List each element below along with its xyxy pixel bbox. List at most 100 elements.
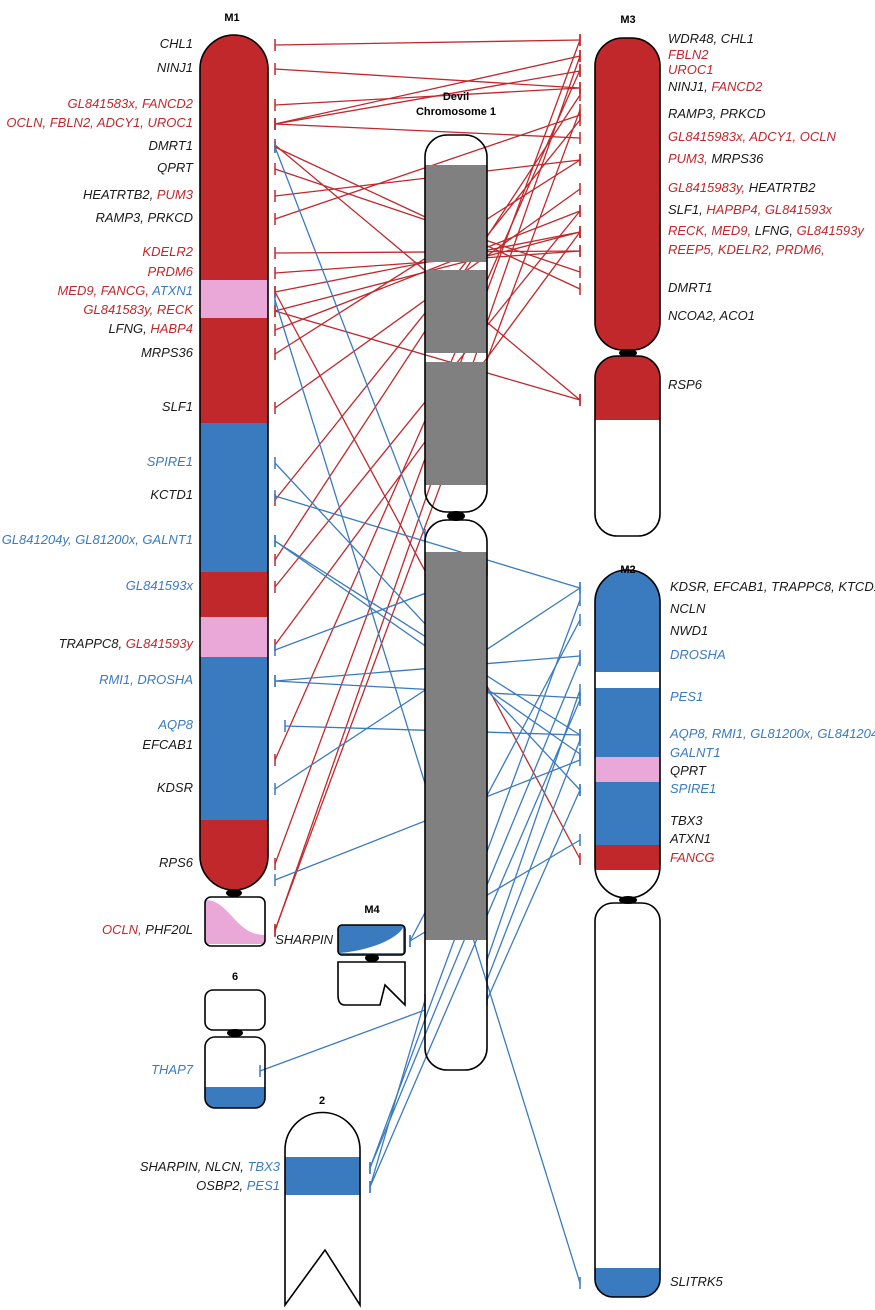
gene-label: RPS6 [159, 855, 194, 870]
gene-name: AQP8 [157, 717, 193, 732]
gene-name: NINJ1, [668, 79, 711, 94]
chromosome-m2 [595, 570, 660, 1297]
gene-label: PRDM6 [147, 264, 193, 279]
gene-name: HEATRTB2 [749, 180, 816, 195]
gene-name: TBX3 [670, 813, 703, 828]
gene-name: PUM3, [668, 151, 711, 166]
gene-name: NCOA2, ACO1 [668, 308, 755, 323]
chromosome-m4 [338, 925, 405, 1005]
gene-label: SHARPIN, NLCN, TBX3 [140, 1159, 281, 1174]
chromosome-title: M4 [364, 904, 380, 916]
gene-label: SPIRE1 [147, 454, 193, 469]
gene-label: GL841204y, GL81200x, GALNT1 [2, 532, 193, 547]
gene-label: UROC1 [668, 62, 714, 77]
gene-name: GL841583x, FANCD2 [68, 96, 194, 111]
gene-label: SHARPIN [275, 932, 333, 947]
gene-label: NINJ1 [157, 60, 193, 75]
gene-name: KDELR2 [142, 244, 193, 259]
gene-name: OCLN, [102, 922, 145, 937]
gene-label: RAMP3, PRKCD [668, 106, 766, 121]
gene-label: OCLN, PHF20L [102, 922, 193, 937]
gene-name: KCTD1 [150, 487, 193, 502]
gene-label: KCTD1 [150, 487, 193, 502]
gene-label: EFCAB1 [142, 737, 193, 752]
gene-name: NINJ1 [157, 60, 193, 75]
gene-name: OCLN, FBLN2, ADCY1, UROC1 [6, 115, 193, 130]
gene-name: RAMP3, PRKCD [668, 106, 766, 121]
gene-name: SHARPIN, NLCN, [140, 1159, 248, 1174]
gene-label: GL8415983x, ADCY1, OCLN [668, 129, 836, 144]
gene-name: KDSR [157, 780, 193, 795]
gene-label: SPIRE1 [670, 781, 716, 796]
gene-label: NCLN [670, 601, 706, 616]
gene-label: FBLN2 [668, 47, 709, 62]
gene-name: CHL1 [160, 36, 193, 51]
gene-label: GL8415983y, HEATRTB2 [668, 180, 816, 195]
gene-label: LFNG, HABP4 [108, 321, 193, 336]
gene-name: HEATRTB2, [83, 187, 157, 202]
gene-label: RAMP3, PRKCD [95, 210, 193, 225]
chromosome-devil-1 [425, 135, 487, 1070]
gene-label: KDSR [157, 780, 193, 795]
connection-line [487, 690, 580, 960]
gene-label: PES1 [670, 689, 703, 704]
gene-label: HEATRTB2, PUM3 [83, 187, 194, 202]
gene-label: GALNT1 [670, 745, 721, 760]
gene-name: RSP6 [668, 377, 703, 392]
gene-name: SLF1, [668, 202, 706, 217]
gene-name: MRPS36 [141, 345, 194, 360]
gene-name: GL8415983y, [668, 180, 749, 195]
gene-label: OSBP2, PES1 [196, 1178, 280, 1193]
gene-name: RECK, MED9, [668, 223, 755, 238]
gene-name: QPRT [157, 160, 194, 175]
gene-name: WDR48, CHL1 [668, 31, 754, 46]
gene-name: NWD1 [670, 623, 708, 638]
gene-name: DMRT1 [148, 138, 193, 153]
gene-name: FANCG [670, 850, 715, 865]
gene-label: DROSHA [670, 647, 726, 662]
gene-name: ATXN1 [151, 283, 193, 298]
chromosome-title: M1 [224, 12, 239, 24]
gene-label: DMRT1 [668, 280, 713, 295]
gene-label: QPRT [157, 160, 194, 175]
gene-name: FANCD2 [711, 79, 763, 94]
gene-name: REEP5, KDELR2, PRDM6, [668, 242, 825, 257]
gene-name: TRAPPC8, [59, 636, 126, 651]
chromosome-title: 2 [319, 1095, 325, 1107]
gene-label: PUM3, MRPS36 [668, 151, 764, 166]
gene-name: PES1 [247, 1178, 280, 1193]
gene-name: RMI1, DROSHA [99, 672, 193, 687]
gene-name: MED9, FANCG, [57, 283, 152, 298]
chromosome-title: M2 [620, 564, 635, 576]
gene-label: GL841583y, RECK [83, 302, 194, 317]
gene-name: RPS6 [159, 855, 194, 870]
gene-name: MRPS36 [711, 151, 764, 166]
gene-label: AQP8, RMI1, GL81200x, GL841204y [669, 726, 875, 741]
gene-label: AQP8 [157, 717, 193, 732]
gene-label: KDELR2 [142, 244, 193, 259]
gene-name: SLITRK5 [670, 1274, 724, 1289]
gene-name: OSBP2, [196, 1178, 247, 1193]
gene-name: SPIRE1 [670, 781, 716, 796]
gene-name: LFNG, [108, 321, 150, 336]
gene-label: REEP5, KDELR2, PRDM6, [668, 242, 825, 257]
gene-label: FANCG [670, 850, 715, 865]
gene-name: SPIRE1 [147, 454, 193, 469]
gene-label: OCLN, FBLN2, ADCY1, UROC1 [6, 115, 193, 130]
gene-label: NINJ1, FANCD2 [668, 79, 763, 94]
gene-name: FBLN2 [668, 47, 709, 62]
connection-line [260, 1010, 425, 1071]
gene-name: LFNG, [755, 223, 797, 238]
gene-label: KDSR, EFCAB1, TRAPPC8, KTCD1 [670, 579, 875, 594]
gene-name: HABP4 [150, 321, 193, 336]
gene-name: PRDM6 [147, 264, 193, 279]
diagram: M1 M3 M2 M4 6 2 Devil Chromosome 1 CHL1N… [0, 0, 875, 1310]
gene-label: NWD1 [670, 623, 708, 638]
gene-name: GL841593y [126, 636, 195, 651]
gene-label: SLF1, HAPBP4, GL841593x [668, 202, 833, 217]
gene-name: QPRT [670, 763, 707, 778]
connections [260, 34, 580, 1289]
chromosome-title: 6 [232, 971, 238, 983]
gene-label: DMRT1 [148, 138, 193, 153]
gene-name: GL841204y, GL81200x, GALNT1 [2, 532, 193, 547]
